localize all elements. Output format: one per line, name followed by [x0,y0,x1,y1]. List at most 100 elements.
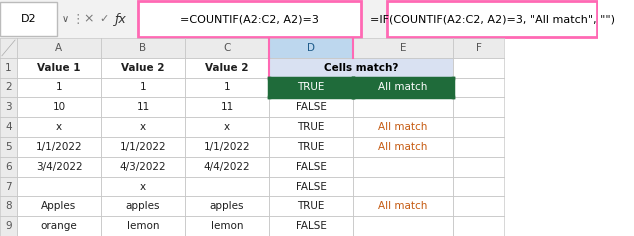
Text: All match: All match [378,142,428,152]
Text: x: x [140,122,146,132]
Text: 1: 1 [224,83,230,93]
Bar [453,97,504,117]
Text: Apples: Apples [41,201,77,211]
Text: D: D [307,43,315,53]
Text: 11: 11 [136,102,150,112]
Bar [0,78,17,97]
Text: A: A [55,43,63,53]
Bar [0,2,56,36]
Text: 9: 9 [5,221,12,231]
Text: ƒx: ƒx [115,13,127,25]
Text: 8: 8 [5,201,12,211]
Bar [17,97,101,117]
Text: 1: 1 [5,63,12,73]
Text: apples: apples [126,201,160,211]
Text: 3/4/2022: 3/4/2022 [36,162,82,172]
Bar [0,38,17,58]
Bar [0,196,17,216]
Text: =IF(COUNTIF(A2:C2, A2)=3, "All match", ""): =IF(COUNTIF(A2:C2, A2)=3, "All match", "… [370,14,615,24]
Bar [185,177,269,196]
Text: ✓: ✓ [99,14,108,24]
Bar [101,58,185,78]
Text: 10: 10 [53,102,65,112]
Text: B: B [139,43,146,53]
Bar [453,137,504,157]
Bar [17,78,101,97]
Text: FALSE: FALSE [295,102,327,112]
Bar [269,157,353,177]
Text: =COUNTIF(A2:C2, A2)=3: =COUNTIF(A2:C2, A2)=3 [180,14,319,24]
Bar [0,97,17,117]
Text: FALSE: FALSE [295,162,327,172]
Bar [185,137,269,157]
Bar [453,58,504,78]
Text: 4/3/2022: 4/3/2022 [120,162,166,172]
Text: 11: 11 [221,102,233,112]
Text: All match: All match [378,83,428,93]
Text: All match: All match [378,201,428,211]
Text: x: x [140,181,146,191]
Text: ×: × [84,13,94,25]
Bar [453,177,504,196]
Text: 1: 1 [56,83,62,93]
Bar [353,97,453,117]
Bar [453,216,504,236]
Text: Value 1: Value 1 [37,63,81,73]
Bar [185,117,269,137]
Bar [101,216,185,236]
Bar [101,97,185,117]
Text: 4: 4 [5,122,12,132]
Bar [101,137,185,157]
Text: apples: apples [210,201,244,211]
Bar [101,177,185,196]
Bar [101,196,185,216]
Bar [0,58,17,78]
Text: TRUE: TRUE [297,201,325,211]
Text: x: x [56,122,62,132]
Text: ∨: ∨ [61,14,68,24]
Text: All match: All match [378,122,428,132]
Bar [185,58,269,78]
Bar [353,38,453,58]
Bar [101,157,185,177]
Bar [269,78,353,97]
Bar [353,177,453,196]
Bar [17,157,101,177]
Bar [353,196,453,216]
Text: 1/1/2022: 1/1/2022 [36,142,82,152]
Text: ⋮: ⋮ [71,13,84,25]
Bar [269,97,353,117]
Text: Value 2: Value 2 [205,63,249,73]
Bar [185,97,269,117]
Text: 1/1/2022: 1/1/2022 [204,142,250,152]
Bar [17,58,101,78]
Text: 4/4/2022: 4/4/2022 [204,162,250,172]
Text: F: F [476,43,481,53]
Text: 1: 1 [139,83,146,93]
Text: E: E [399,43,406,53]
Bar [185,216,269,236]
Bar [185,78,269,97]
Bar [17,137,101,157]
Text: Cells match?: Cells match? [324,63,398,73]
Text: D2: D2 [20,14,36,24]
Text: 6: 6 [5,162,12,172]
Bar [453,117,504,137]
Text: 2: 2 [5,83,12,93]
Text: TRUE: TRUE [297,83,325,93]
Bar [453,38,504,58]
Bar [101,117,185,137]
Bar [269,177,353,196]
Text: lemon: lemon [127,221,159,231]
Text: TRUE: TRUE [297,122,325,132]
Bar [353,117,453,137]
Bar [101,38,185,58]
Bar [269,137,353,157]
Text: lemon: lemon [210,221,243,231]
Bar [0,117,17,137]
Text: FALSE: FALSE [295,181,327,191]
Bar [138,1,361,37]
Text: FALSE: FALSE [295,221,327,231]
Text: Value 2: Value 2 [121,63,165,73]
Bar [269,38,353,58]
